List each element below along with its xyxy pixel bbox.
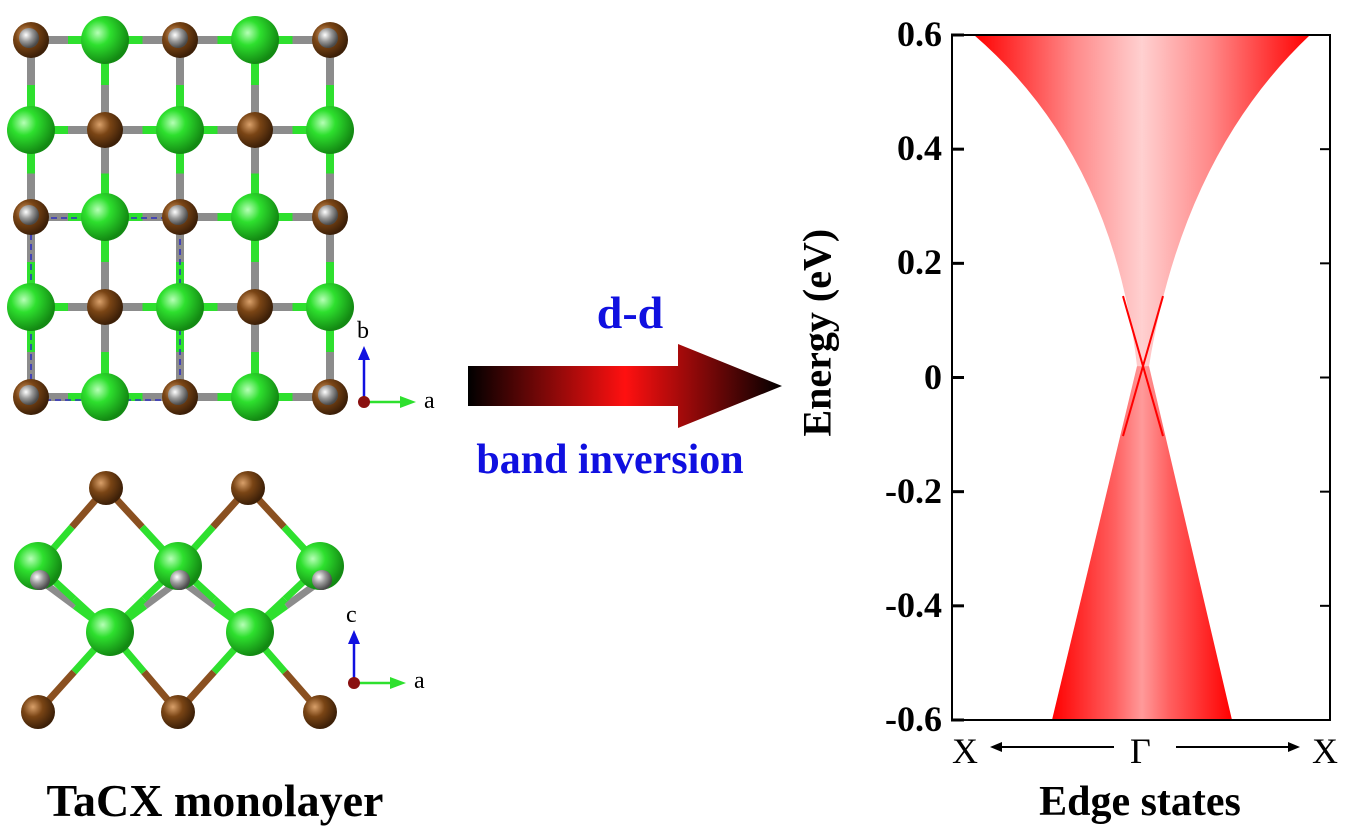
gray-atom [318, 385, 338, 405]
gray-atom [168, 205, 188, 225]
gray-atom [19, 205, 39, 225]
top-view-structure [7, 16, 416, 421]
edge-states-chart [951, 33, 1331, 722]
gray-atom [318, 28, 338, 48]
top-axis-indicator [358, 346, 416, 408]
gray-atom [168, 28, 188, 48]
side-view-structure [14, 471, 406, 729]
axis-a-label: a [424, 388, 435, 414]
green-atom [296, 542, 344, 590]
green-atom [81, 373, 129, 421]
green-atom [14, 542, 62, 590]
green-atom [7, 106, 55, 154]
side-atoms [14, 471, 344, 729]
axis-b-label: b [357, 318, 369, 344]
brown-atom [87, 112, 123, 148]
green-atom [156, 106, 204, 154]
green-atom [154, 542, 202, 590]
lower-edge-band [1052, 366, 1232, 720]
transition-arrow [468, 344, 782, 428]
green-atom [81, 16, 129, 64]
structure-caption: TaCX monolayer [46, 775, 384, 826]
side-axis-indicator [348, 630, 406, 689]
y-tick-label: 0.4 [897, 128, 942, 169]
gray-atom [30, 570, 50, 590]
green-atom [231, 16, 279, 64]
band-inversion-label: band inversion [476, 437, 744, 483]
dd-label: d-d [596, 287, 664, 338]
brown-atom [21, 695, 55, 729]
brown-atom [303, 695, 337, 729]
gray-atom [170, 570, 190, 590]
green-atom [231, 193, 279, 241]
y-tick-label: -0.6 [885, 699, 942, 739]
y-tick-label: -0.4 [885, 584, 942, 625]
brown-atom [237, 112, 273, 148]
gray-atom [19, 385, 39, 405]
green-atom [306, 106, 354, 154]
brown-atom [231, 471, 265, 505]
green-atom [231, 373, 279, 421]
y-tick-label: 0.2 [897, 242, 942, 283]
gray-atom [312, 570, 332, 590]
x-tick-left: X [952, 731, 978, 771]
y-tick-label: -0.2 [885, 470, 942, 511]
gray-atom [318, 205, 338, 225]
green-atom [306, 283, 354, 331]
top-atoms [7, 16, 354, 421]
y-tick-label: 0 [924, 356, 942, 397]
x-axis-arrows [990, 742, 1300, 752]
gray-atom [168, 385, 188, 405]
brown-atom [237, 289, 273, 325]
x-tick-gamma: Γ [1130, 731, 1151, 771]
green-atom [81, 193, 129, 241]
upper-edge-band [974, 35, 1310, 367]
side-bonds [35, 485, 325, 715]
green-atom [7, 283, 55, 331]
y-axis-label: Energy (eV) [794, 228, 840, 437]
y-tick-label: 0.6 [897, 14, 942, 54]
green-atom [226, 608, 274, 656]
x-axis-title: Edge states [1039, 779, 1241, 825]
green-atom [156, 283, 204, 331]
gray-atom [19, 28, 39, 48]
brown-atom [89, 471, 123, 505]
green-atom [86, 608, 134, 656]
brown-atom [161, 695, 195, 729]
axis-a-label-side: a [414, 668, 425, 694]
dirac-line [1122, 295, 1164, 437]
x-tick-right: X [1312, 731, 1338, 771]
axis-c-label: c [346, 602, 357, 628]
brown-atom [87, 289, 123, 325]
